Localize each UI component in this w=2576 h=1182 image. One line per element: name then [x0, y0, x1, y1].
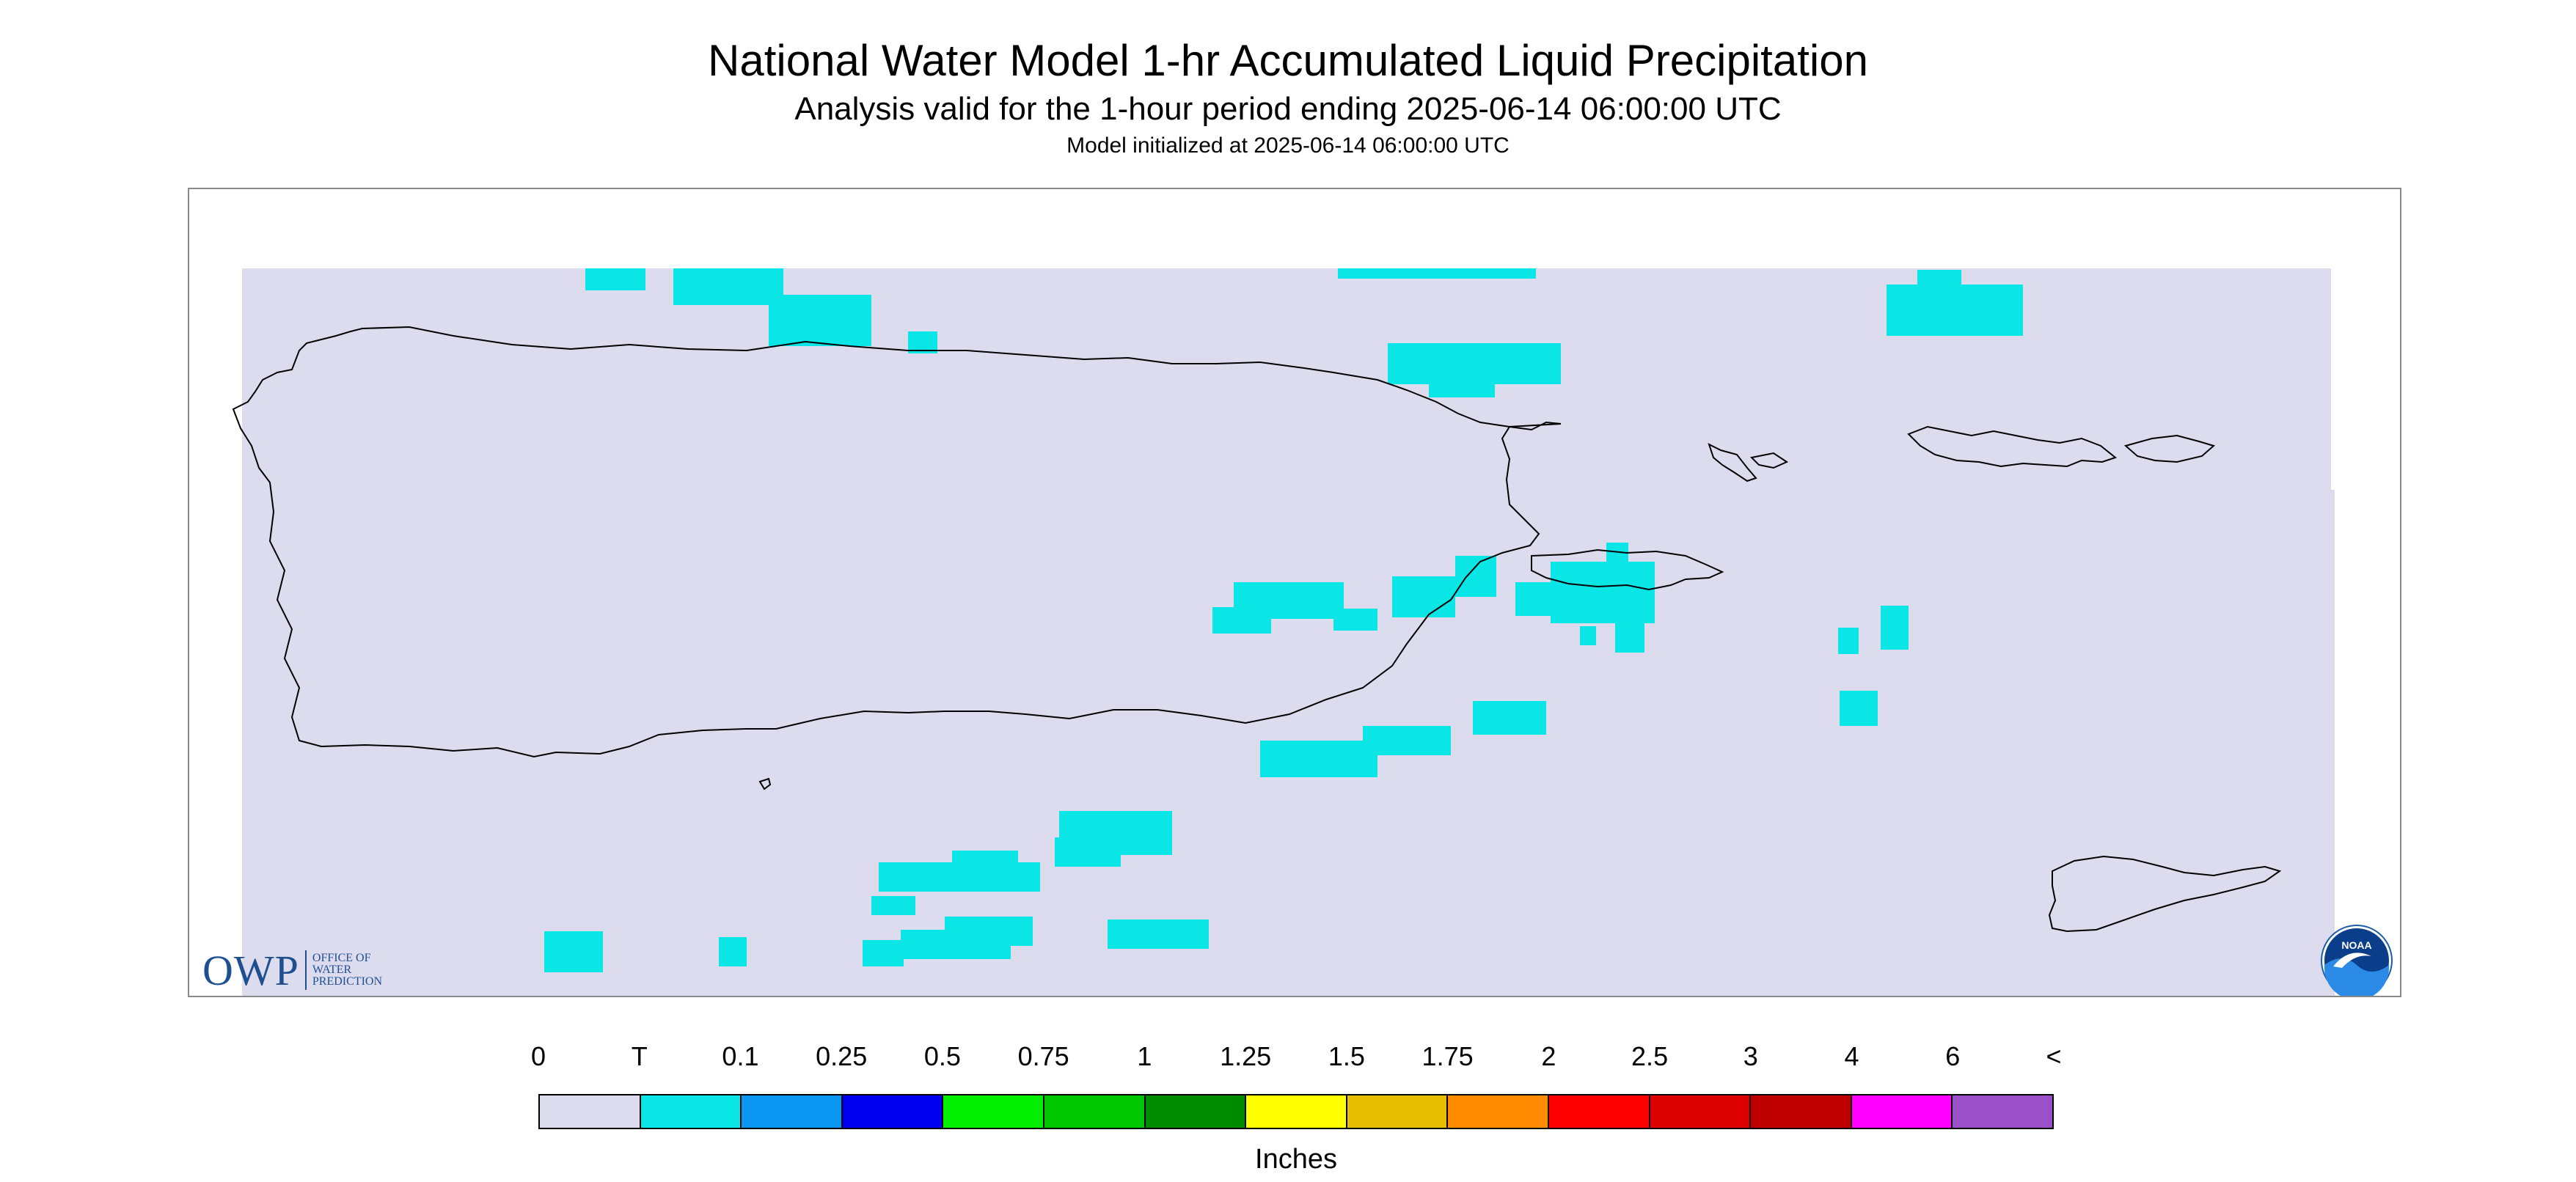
legend-tick-label: T [631, 1041, 648, 1071]
precip-cell [1338, 268, 1536, 279]
owp-line: WATER [312, 963, 352, 976]
st-thomas-st-john-coastline [1907, 425, 2216, 468]
precip-cell [1333, 609, 1377, 631]
legend-swatch [1347, 1095, 1449, 1128]
coastlines [232, 326, 2282, 933]
legend-swatch [1044, 1095, 1146, 1128]
precip-cell [863, 940, 904, 966]
precip-cell [1838, 628, 1859, 654]
desecheo-coastline [758, 777, 772, 790]
st-croix-coastline [2048, 855, 2282, 933]
legend-tick-label: 1 [1137, 1041, 1152, 1071]
legend-swatch [1650, 1095, 1752, 1128]
owp-logo: OWP OFFICE OF WATER PREDICTION [202, 946, 382, 994]
precip-cell [879, 862, 1040, 892]
precip-cell [1363, 726, 1451, 755]
precip-cell [544, 931, 603, 972]
owp-line: PREDICTION [312, 975, 382, 988]
legend-tick-label: 2.5 [1631, 1041, 1669, 1071]
legend-tick-label: 0.1 [722, 1041, 759, 1071]
model-init-line: Model initialized at 2025-06-14 06:00:00… [1066, 133, 1510, 158]
precip-cell [1606, 543, 1628, 569]
precip-cell [673, 268, 783, 305]
owp-subtitle: OFFICE OF WATER PREDICTION [312, 952, 382, 988]
precip-cell [1392, 576, 1455, 617]
legend-swatch [1953, 1095, 2052, 1128]
legend-tick-label: < [2046, 1041, 2062, 1071]
precip-cell [1260, 741, 1377, 777]
precip-cell [871, 896, 915, 915]
map-title: National Water Model 1-hr Accumulated Li… [708, 36, 1868, 85]
precip-cell [1615, 614, 1644, 653]
precip-cell [1840, 691, 1878, 726]
noaa-logo-wave [2324, 958, 2389, 996]
legend-swatch [640, 1095, 742, 1128]
precip-cell [945, 917, 1033, 946]
legend-tick-label: 1.25 [1220, 1041, 1272, 1071]
owp-line: OFFICE OF [312, 952, 371, 964]
legend-tick-label: 3 [1743, 1041, 1758, 1071]
precip-cell [585, 268, 645, 290]
noaa-logo-gull [2333, 952, 2371, 968]
legend-tick-label: 0.5 [923, 1041, 961, 1071]
legend-tick-label: 1.75 [1421, 1041, 1474, 1071]
legend-tick-label: 2 [1541, 1041, 1556, 1071]
precip-cell [1917, 270, 1961, 292]
model-domain [242, 268, 2335, 996]
precip-cell [1473, 701, 1546, 735]
precip-cell [1580, 626, 1596, 645]
precip-map [232, 268, 2335, 996]
puerto-rico-coastline [232, 326, 1562, 758]
legend-tick-label: 0 [530, 1041, 546, 1071]
noaa-logo-text: NOAA [2341, 939, 2371, 951]
precip-cell [1551, 562, 1655, 623]
noaa-logo: NOAA [2321, 925, 2393, 996]
precip-cell [1055, 837, 1121, 867]
precip-cell [1234, 582, 1344, 619]
legend-tick-label: 0.25 [816, 1041, 868, 1071]
map-subtitle: Analysis valid for the 1-hour period end… [794, 91, 1782, 127]
owp-wordmark: OWP [202, 946, 299, 994]
legend-swatch [1246, 1095, 1347, 1128]
legend-swatch [1851, 1095, 1953, 1128]
precip-cell [1881, 606, 1909, 650]
legend-swatch [1448, 1095, 1549, 1128]
precip-cell [1429, 372, 1495, 397]
legend-swatch [1751, 1095, 1852, 1128]
precip-cell [769, 295, 871, 346]
precip-cell [1455, 556, 1496, 597]
legend-swatch [1548, 1095, 1650, 1128]
color-legend: 0 T 0.1 0.25 0.5 0.75 1 1.25 1.5 1.75 2 2.5 3 4 6 < Inc… [531, 1041, 2062, 1175]
precip-cell [719, 937, 747, 966]
precip-cells [544, 268, 2023, 972]
legend-swatch [842, 1095, 944, 1128]
culebra-coastline [1708, 443, 1789, 482]
precip-cell [1108, 919, 1209, 949]
legend-tick-label: 4 [1844, 1041, 1859, 1071]
legend-tick-label: 0.75 [1017, 1041, 1069, 1071]
legend-colorbar [538, 1094, 2054, 1129]
precip-cell [1887, 285, 2023, 336]
legend-tick-labels: 0 T 0.1 0.25 0.5 0.75 1 1.25 1.5 1.75 2 2.5 3 4 6 < [531, 1041, 2062, 1078]
vieques-coastline [1531, 548, 1724, 591]
legend-tick-label: 1.5 [1328, 1041, 1365, 1071]
owp-divider [304, 950, 307, 990]
legend-swatch [943, 1095, 1044, 1128]
legend-swatch [540, 1095, 641, 1128]
legend-units-label: Inches [1255, 1144, 1337, 1175]
map-panel: OWP OFFICE OF WATER PREDICTION NOAA [188, 188, 2401, 997]
legend-swatch [1145, 1095, 1247, 1128]
legend-swatch [742, 1095, 843, 1128]
legend-tick-label: 6 [1945, 1041, 1961, 1071]
